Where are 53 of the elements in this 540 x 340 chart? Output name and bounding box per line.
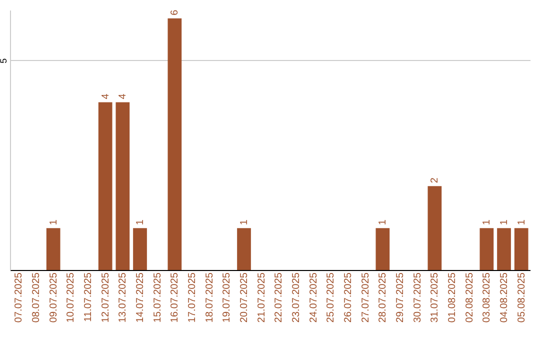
x-tick-label: 08.07.2025 [31, 272, 42, 323]
x-tick-label: 05.08.2025 [516, 272, 528, 323]
bar [46, 228, 60, 270]
x-tick-label: 02.08.2025 [464, 272, 476, 323]
data-label: 1 [482, 219, 493, 226]
bar [497, 228, 511, 270]
bar [428, 186, 442, 270]
bar [376, 228, 390, 270]
bar [98, 102, 112, 270]
x-tick-label: 31.07.2025 [430, 272, 441, 323]
x-tick-label: 20.07.2025 [239, 272, 250, 323]
data-label: 1 [516, 219, 528, 226]
data-label: 1 [239, 219, 250, 226]
bar [168, 18, 182, 270]
x-tick-label: 17.07.2025 [187, 272, 198, 323]
bar [480, 228, 494, 270]
x-tick-label: 15.07.2025 [152, 272, 164, 323]
data-label: 1 [135, 219, 146, 226]
data-label: 2 [430, 177, 441, 184]
x-tick-label: 13.07.2025 [118, 272, 129, 323]
x-tick-label: 30.07.2025 [412, 272, 424, 323]
x-tick-label: 28.07.2025 [378, 272, 389, 323]
x-tick-label: 09.07.2025 [48, 272, 60, 323]
bar [133, 228, 147, 270]
data-label: 4 [100, 93, 112, 100]
x-tick-label: 11.07.2025 [83, 272, 94, 322]
x-tick-label: 12.07.2025 [100, 272, 112, 323]
y-tick-label: 5 [0, 58, 8, 64]
x-tick-label: 29.07.2025 [395, 272, 406, 323]
x-tick-label: 21.07.2025 [256, 272, 268, 323]
x-tick-label: 23.07.2025 [291, 272, 302, 323]
x-tick-label: 07.07.2025 [14, 272, 25, 323]
x-tick-label: 22.07.2025 [274, 272, 285, 323]
data-label: 6 [170, 9, 181, 16]
x-tick-label: 24.07.2025 [308, 272, 320, 323]
x-tick-label: 16.07.2025 [170, 272, 181, 323]
data-label: 4 [118, 93, 129, 100]
x-tick-label: 04.08.2025 [499, 272, 510, 323]
bar [237, 228, 251, 270]
x-tick-label: 27.07.2025 [360, 272, 372, 323]
x-tick-label: 25.07.2025 [326, 272, 337, 323]
x-tick-label: 18.07.2025 [204, 272, 216, 323]
data-label: 1 [499, 219, 510, 226]
x-tick-label: 03.08.2025 [482, 272, 493, 323]
x-tick-label: 10.07.2025 [66, 272, 77, 323]
data-label: 1 [378, 219, 389, 226]
x-tick-label: 14.07.2025 [135, 272, 146, 323]
x-tick-label: 19.07.2025 [222, 272, 233, 323]
bar [514, 228, 528, 270]
x-tick-label: 26.07.2025 [343, 272, 354, 323]
x-tick-label: 01.08.2025 [447, 272, 458, 323]
bar [116, 102, 130, 270]
data-label: 1 [48, 219, 60, 226]
